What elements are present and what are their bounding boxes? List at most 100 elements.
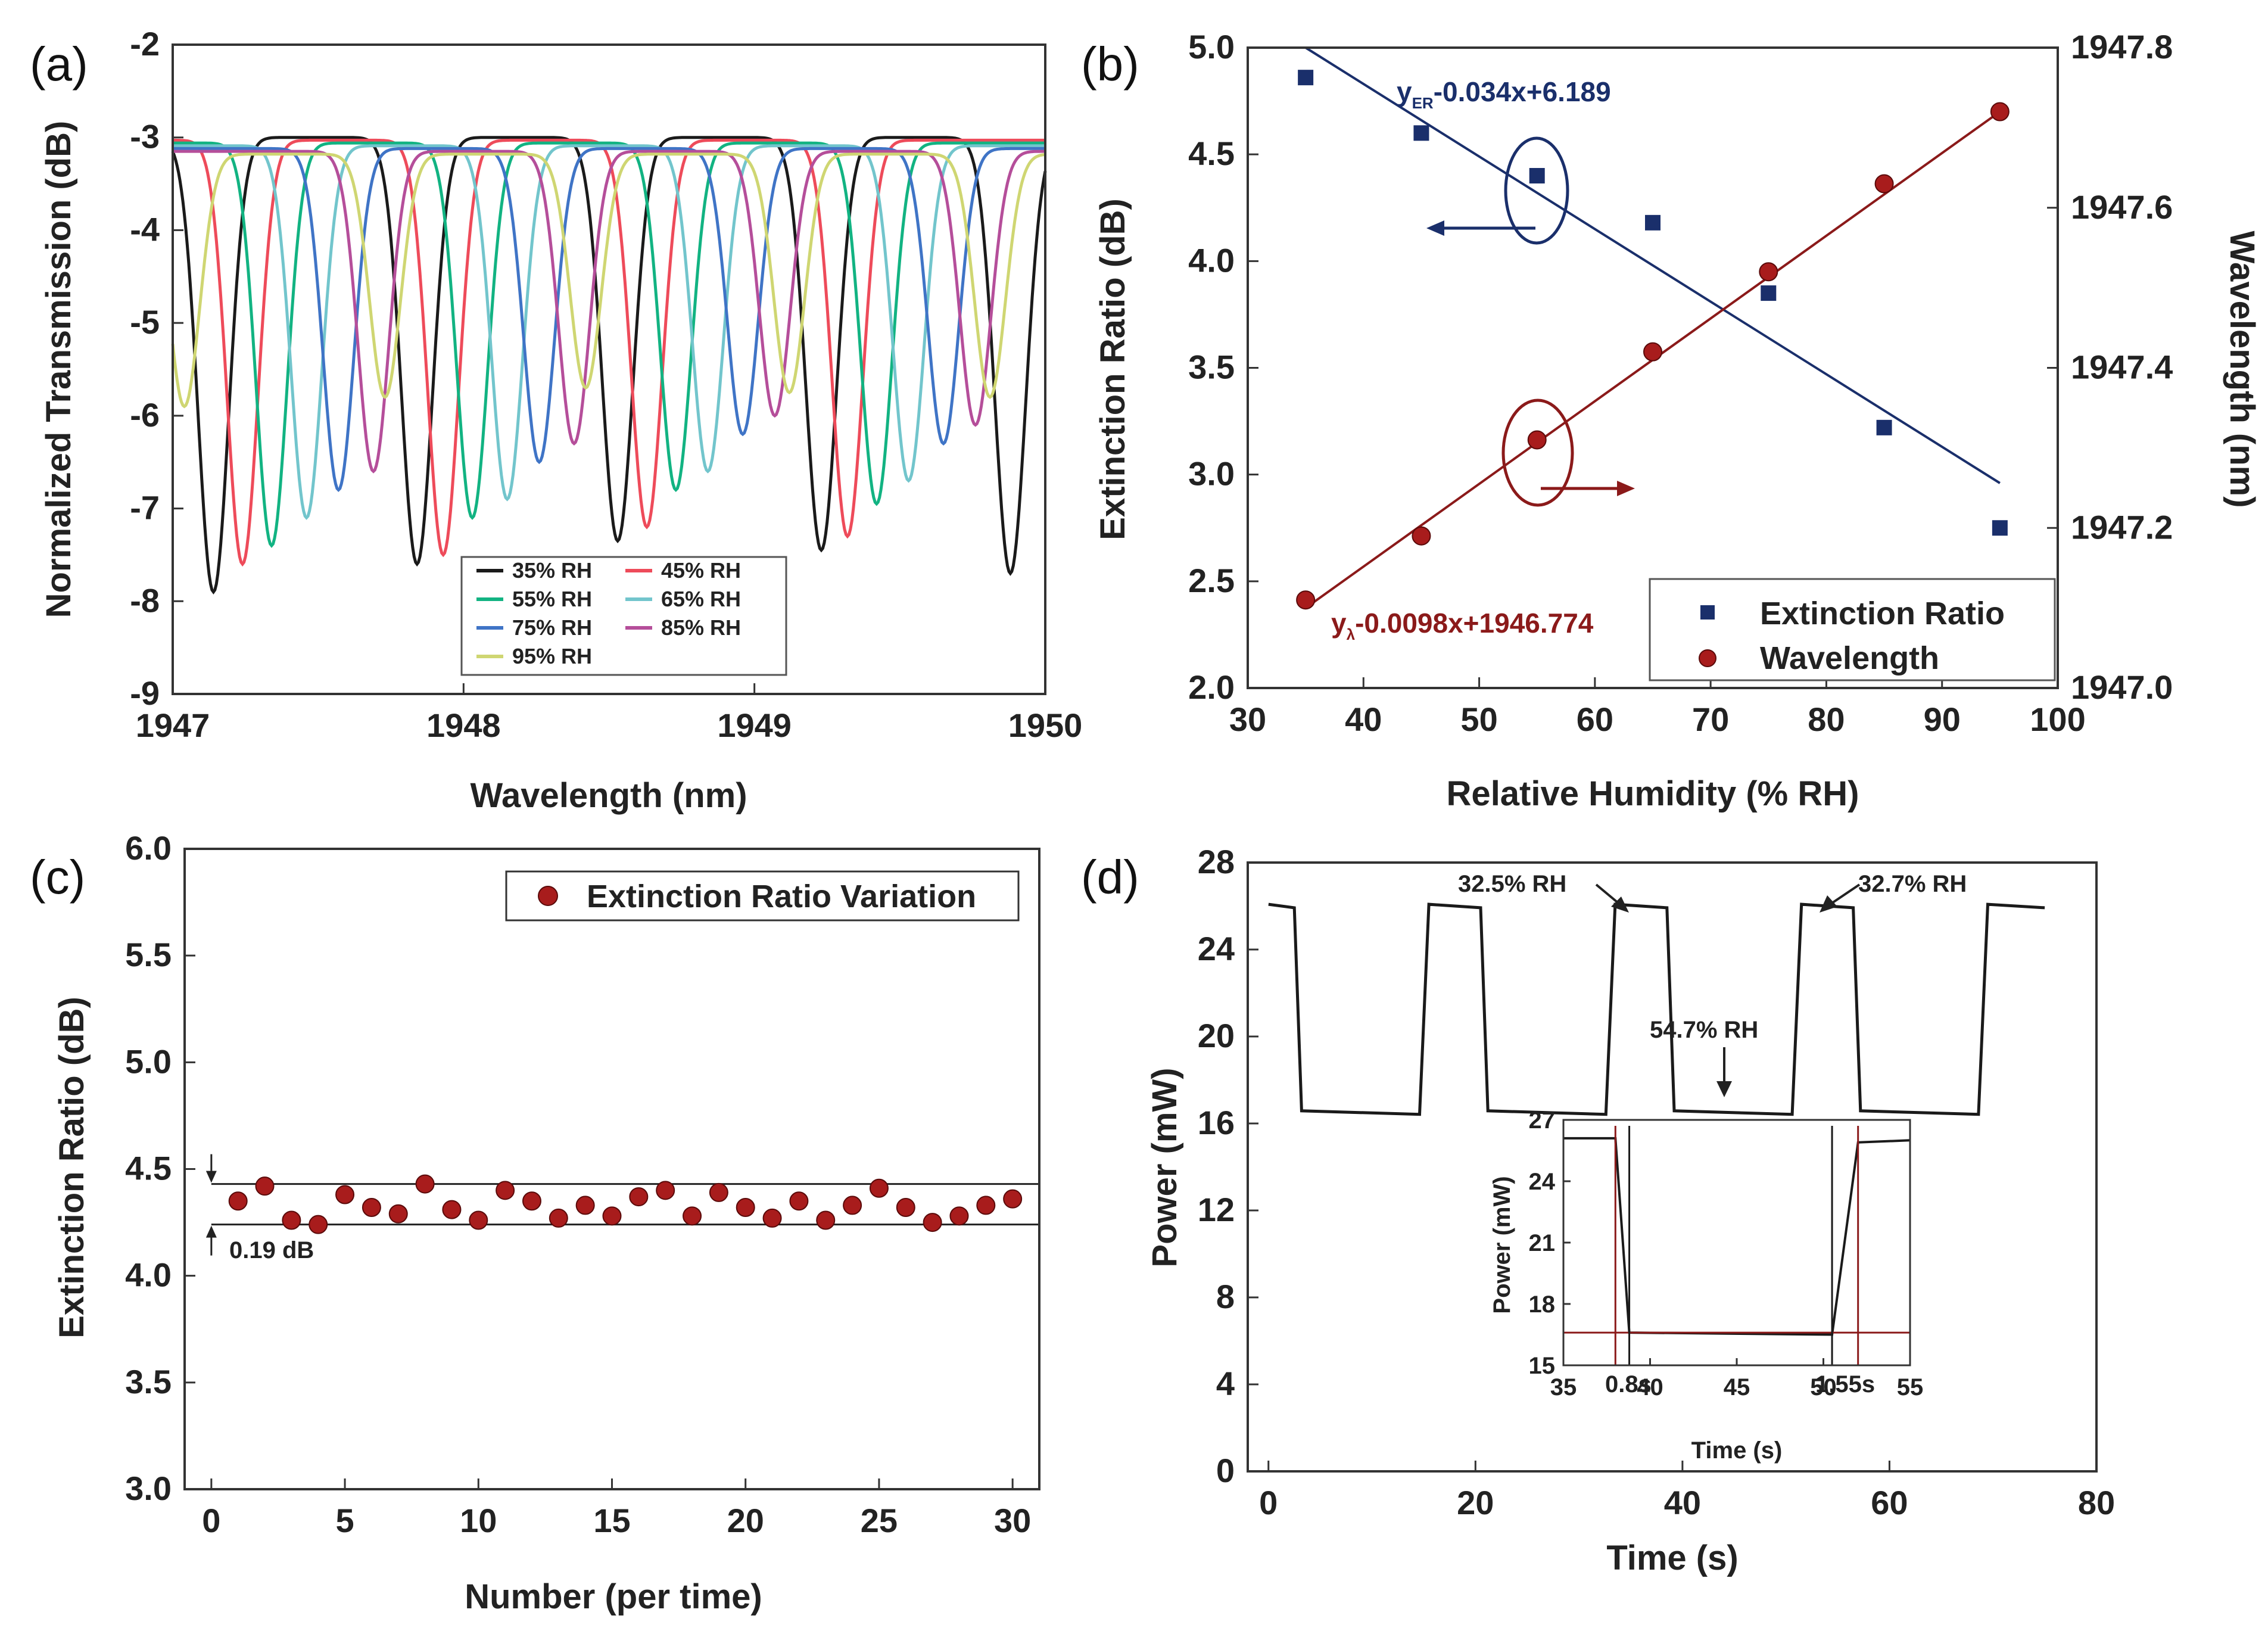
panel-a-xlabel: Wavelength (nm) [470, 776, 747, 815]
panel-b-ytick-label: 2.0 [1188, 668, 1235, 706]
panel-b-y2tick-label: 1947.4 [2071, 348, 2173, 386]
panel-d-ytick-label: 16 [1198, 1104, 1235, 1141]
wl-point [1759, 262, 1778, 282]
er-variation-point [442, 1200, 462, 1219]
legend-entry: 35% RH [512, 558, 592, 583]
panel-d-marks [1268, 902, 2045, 1116]
inset-xlabel: Time (s) [1691, 1437, 1783, 1464]
power-trace [1268, 902, 2045, 1116]
annotation-32-7: 32.7% RH [1858, 871, 1967, 897]
er-point [1529, 168, 1545, 183]
er-variation-point [656, 1181, 675, 1200]
panel-a-ytick-label: -6 [130, 396, 160, 434]
panel-d-label: (d) [1081, 851, 1139, 904]
panel-b-ytick-label: 2.5 [1188, 562, 1235, 599]
panel-a-ytick-label: -2 [130, 25, 160, 63]
er-point [1992, 520, 2008, 536]
panel-c-ytick-label: 4.0 [125, 1256, 172, 1294]
panel-d-xlabel: Time (s) [1606, 1539, 1738, 1577]
panel-b-ytick-label: 3.5 [1188, 348, 1235, 386]
er-ellipse [1504, 136, 1569, 245]
inset-xtick-label: 55 [1897, 1374, 1924, 1400]
panel-d-ytick-label: 24 [1198, 930, 1235, 967]
series-line-55rh [173, 141, 1045, 548]
wl-point [1412, 526, 1431, 546]
panel-a-ytick-label: -7 [130, 489, 160, 527]
panel-b-ytick-label: 3.0 [1188, 455, 1235, 493]
panel-a-xtick-label: 1950 [1008, 706, 1083, 744]
er-point [1413, 125, 1429, 141]
er-variation-point [362, 1198, 381, 1217]
inset-xtick-label: 50 [1810, 1374, 1837, 1400]
panel-c-ytick-label: 3.5 [125, 1363, 172, 1400]
er-variation-point [736, 1198, 755, 1217]
panel-c: (c) 0 5 10 15 20 25 30 3.0 3.5 4.0 4.5 5.0 5.5 6.0 Nu… [30, 829, 1040, 1616]
er-variation-point [388, 1204, 408, 1224]
fit-line-er [1305, 46, 2001, 484]
panel-b-label: (b) [1081, 38, 1139, 91]
panel-c-xtick-label: 5 [335, 1502, 354, 1539]
panel-b-y2tick-label: 1947.8 [2071, 28, 2173, 66]
panel-d-xtick-label: 40 [1664, 1484, 1701, 1521]
er-variation-point [976, 1196, 996, 1215]
er-variation-point [496, 1181, 515, 1200]
er-variation-point [309, 1215, 328, 1234]
wl-point [1643, 342, 1662, 362]
panel-c-xtick-label: 15 [593, 1502, 630, 1539]
panel-b-xlabel: Relative Humidity (% RH) [1447, 774, 1859, 813]
panel-a-frame [172, 43, 1046, 695]
er-variation-point [869, 1178, 889, 1198]
er-variation-point [709, 1182, 728, 1202]
er-variation-point [816, 1210, 836, 1230]
panel-c-ytick-label: 5.5 [125, 936, 172, 973]
er-variation-point [762, 1208, 782, 1228]
panel-c-xtick-label: 20 [727, 1502, 764, 1539]
panel-d-inset: 35 40 45 50 55 15 18 21 24 27 Time (s) Power (mW)… [1489, 1107, 1923, 1464]
panel-d-ytick-label: 0 [1216, 1452, 1235, 1489]
panel-b-y2tick-label: 1947.0 [2071, 668, 2173, 706]
er-variation-point [415, 1174, 435, 1194]
er-variation-point [602, 1206, 622, 1226]
er-point [1298, 70, 1314, 86]
wl-ellipse [1501, 399, 1574, 507]
panel-a-xtick-label: 1948 [426, 706, 501, 744]
er-point [1761, 285, 1777, 301]
rise-time-label: 1.55s [1815, 1371, 1875, 1397]
er-variation-point [575, 1196, 595, 1215]
er-variation-point [522, 1191, 541, 1211]
panel-d-ytick-label: 8 [1216, 1278, 1235, 1315]
er-variation-point [469, 1210, 488, 1230]
panel-b-xtick-label: 70 [1692, 701, 1729, 738]
panel-c-ytick-label: 6.0 [125, 829, 172, 867]
panel-a-label: (a) [30, 38, 88, 91]
er-variation-point [923, 1213, 942, 1232]
panel-a: (a) 1947 1948 1949 1950 -2 -3 -4 -5 -6 -7 -8 -9 Wav… [30, 25, 1082, 815]
inset-ytick-label: 15 [1529, 1353, 1556, 1379]
panel-d-ylabel: Power (mW) [1145, 1067, 1184, 1267]
fit-wl-text: -0.0098x+1946.774 [1355, 608, 1594, 639]
panel-c-marks [205, 1154, 1039, 1256]
er-arrowhead [1426, 220, 1444, 236]
panel-a-legend: 35% RH 45% RH 55% RH 65% RH 75% RH 85% RH 95% … [460, 556, 787, 676]
series-line-85rh [173, 150, 1045, 474]
legend-entry: 45% RH [661, 558, 741, 583]
inset-ytick-label: 27 [1529, 1107, 1556, 1134]
inset-xtick-label: 45 [1724, 1374, 1750, 1400]
panel-b-y2label: Wavelength (nm) [2223, 231, 2261, 508]
band-label: 0.19 dB [229, 1237, 314, 1263]
panel-b-marks [1296, 46, 2010, 610]
panel-c-ytick-label: 4.5 [125, 1150, 172, 1187]
fit-wl-equation: yλ-0.0098x+1946.774 [1331, 608, 1594, 643]
inset-xtick-label: 35 [1550, 1374, 1577, 1400]
panel-b-xtick-label: 50 [1460, 701, 1497, 738]
panel-b-y2tick-label: 1947.2 [2071, 508, 2173, 546]
annotation-32-5: 32.5% RH [1458, 871, 1566, 897]
wl-arrowhead [1617, 481, 1635, 496]
panel-b-xtick-label: 30 [1229, 701, 1266, 738]
panel-c-xtick-label: 30 [994, 1502, 1031, 1539]
panel-c-xtick-label: 25 [861, 1502, 898, 1539]
legend-entry: 65% RH [661, 587, 741, 611]
panel-d-xtick-label: 0 [1259, 1484, 1278, 1521]
inset-ytick-label: 21 [1529, 1230, 1556, 1256]
wl-point [1527, 430, 1547, 450]
